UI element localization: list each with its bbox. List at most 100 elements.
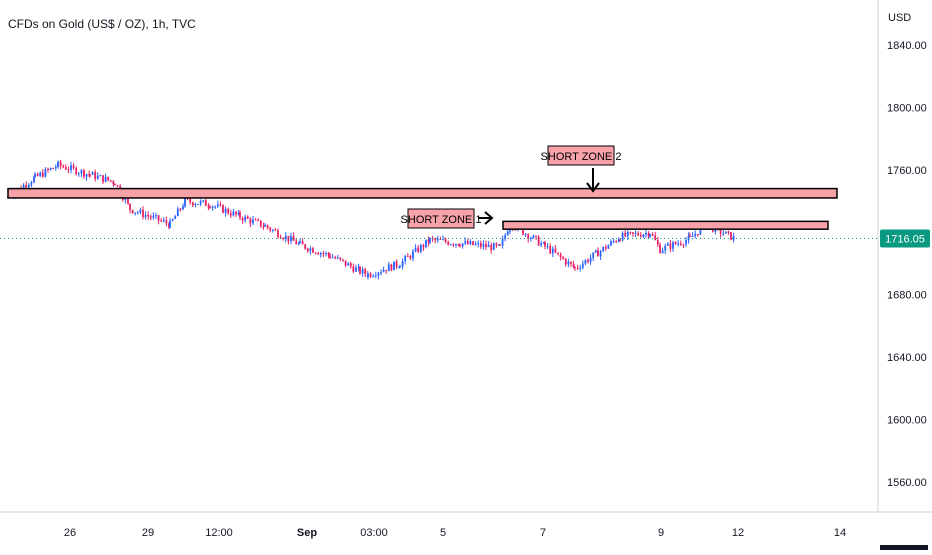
candle-body [399,266,401,268]
short-zone-2-label-box[interactable]: SHORT ZONE 2 [541,145,622,166]
candle-body [487,244,490,248]
candle-body [107,176,110,181]
candle-body [584,260,587,264]
candle-body [171,219,174,221]
candle-body [619,239,621,241]
candle-body [292,236,295,241]
candle-body [455,244,457,246]
candle-body [165,220,168,224]
candle-body [380,272,382,274]
candle-body [597,250,599,257]
candle-body [434,238,437,241]
candle-body [694,233,697,237]
candle-body [401,260,404,267]
short-zone-1-label-box[interactable]: SHORT ZONE 1 [401,208,482,229]
candle-body [369,273,372,277]
candle-body [599,250,602,257]
candle-body [409,256,412,259]
candle-body [367,273,369,277]
candle-body [395,261,398,267]
candle-body [587,260,589,262]
short-zone-1-rect[interactable] [502,220,829,230]
candle-body [162,220,165,222]
candle-body [327,252,330,256]
candle-body [279,236,282,239]
candle-body [677,243,680,245]
candle-body [679,243,682,245]
candle-body [661,250,664,254]
candle-body [102,175,104,182]
candle-body [551,248,554,254]
candlestick-series [7,159,735,280]
candle-body [36,173,39,176]
candle-body [452,244,455,246]
candle-body [269,227,272,231]
time-tick-label: 12 [732,527,744,539]
candle-body [49,167,52,170]
short-zone-2-label: SHORT ZONE 2 [541,151,622,163]
candle-body [264,225,266,227]
candle-body [385,269,388,272]
candle-body [559,253,562,258]
candle-body [382,269,385,273]
candle-body [274,229,277,231]
candle-body [85,174,88,177]
time-axis[interactable]: 26 29 12:00 Sep 03:00 5 7 9 12 14 [64,527,846,539]
short-zone-2-rect[interactable] [7,187,838,199]
time-tick-label: 7 [540,527,546,539]
scroll-button[interactable] [880,545,928,550]
candle-body [637,233,640,236]
candle-body [504,235,507,239]
candle-body [189,198,192,203]
candle-body [387,264,390,272]
candle-body [129,203,131,210]
price-tick-label: 1760.00 [887,165,927,177]
candle-body [246,216,249,219]
candle-body [219,204,222,206]
candle-body [59,161,62,166]
candle-body [685,240,687,245]
candle-body [414,247,417,252]
candle-body [359,266,361,274]
candle-body [574,267,576,269]
candle-body [157,215,160,221]
candle-body [612,241,615,243]
candle-body [331,257,334,259]
candle-body [147,214,150,217]
candle-body [124,198,127,200]
candle-body [199,201,202,205]
candle-body [88,174,91,176]
candle-body [249,218,252,224]
price-axis[interactable]: 1840.00 1800.00 1760.00 1680.00 1640.00 1600.… [887,40,927,489]
candle-body [634,233,637,235]
candle-body [47,169,49,171]
time-tick-label: 14 [834,527,846,539]
candle-body [262,226,265,228]
candle-body [607,245,610,249]
candle-body [127,198,129,204]
candle-body [241,217,244,221]
candle-body [207,205,210,207]
candle-body [691,236,694,238]
price-tick-label: 1600.00 [887,415,927,427]
candle-body [469,241,472,245]
candle-body [696,233,699,235]
candle-body [244,216,247,221]
candle-body [659,244,661,254]
candle-body [592,252,595,258]
candle-body [427,239,430,243]
candle-body [176,208,179,217]
candle-body [160,220,163,222]
last-price-label: 1716.05 [885,233,925,245]
candle-body [91,172,94,175]
candle-body [155,215,157,217]
candle-body [304,244,307,249]
candle-body [664,245,667,251]
candle-body [72,165,75,168]
short-zone-1-label-bg [407,208,475,229]
time-tick-label: 5 [440,527,446,539]
candle-body [114,183,116,186]
